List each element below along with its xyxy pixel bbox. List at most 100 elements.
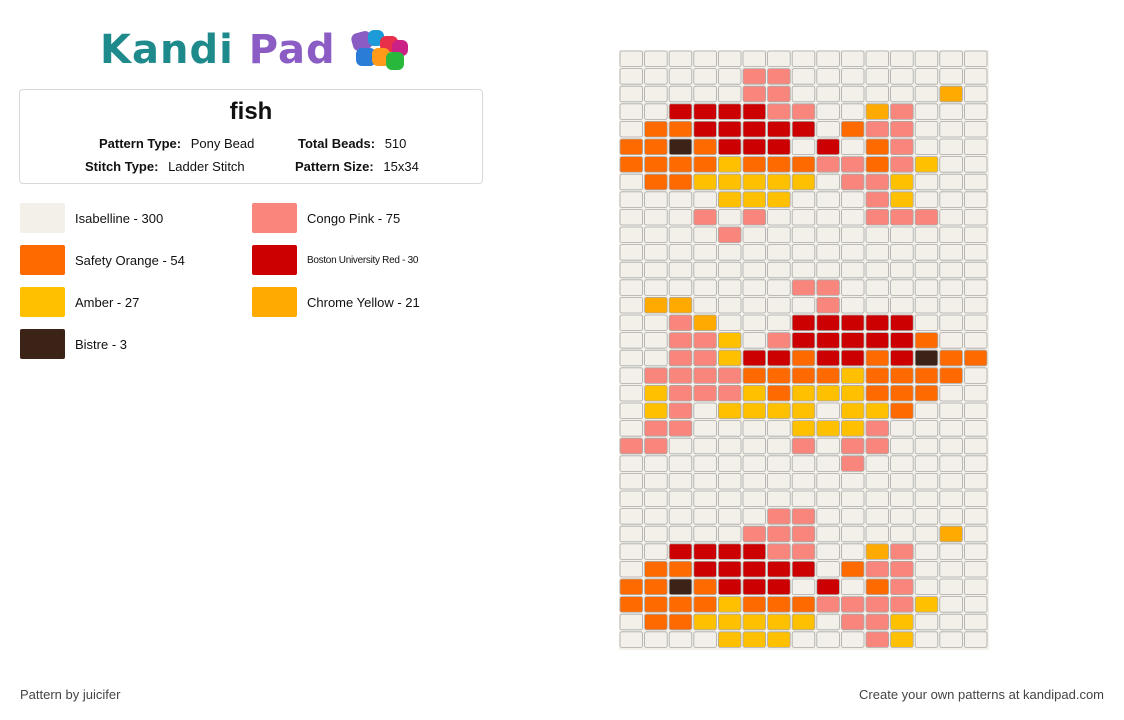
bead-cell: [914, 631, 939, 648]
bead-cell: [619, 613, 644, 631]
bead-cell: [742, 402, 767, 420]
bead-cell: [742, 596, 767, 613]
bead-cell: [816, 332, 840, 349]
bead-cell: [693, 490, 717, 508]
bead-cell: [963, 367, 988, 384]
bead-cell: [840, 261, 865, 279]
bead-cell: [865, 560, 890, 578]
bead-cell: [742, 349, 767, 367]
bead-cell: [718, 420, 742, 437]
bead-cell: [840, 349, 865, 367]
bead-cell: [742, 420, 767, 437]
bead-cell: [963, 279, 988, 296]
bead-cell: [693, 455, 717, 472]
bead-cell: [767, 332, 791, 349]
bead-cell: [865, 314, 890, 332]
bead-cell: [718, 631, 742, 648]
bead-cell: [742, 508, 767, 525]
bead-cell: [767, 367, 791, 384]
bead-cell: [890, 208, 914, 226]
bead-cell: [718, 279, 742, 296]
bead-cell: [816, 173, 840, 191]
bead-cell: [742, 226, 767, 244]
bead-cell: [963, 226, 988, 244]
bead-cell: [718, 596, 742, 613]
bead-cell: [742, 332, 767, 349]
bead-cell: [742, 455, 767, 472]
bead-cell: [718, 367, 742, 384]
bead-cell: [816, 208, 840, 226]
bead-cell: [693, 68, 717, 85]
bead-cell: [963, 244, 988, 261]
bead-cell: [816, 596, 840, 613]
bead-cell: [668, 596, 693, 613]
bead-cell: [693, 191, 717, 208]
legend-swatch: [20, 245, 65, 275]
legend-label: Isabelline - 300: [75, 210, 164, 226]
bead-cell: [668, 631, 693, 648]
bead-cell: [816, 384, 840, 402]
bead-cell: [644, 437, 668, 455]
bead-cell: [914, 173, 939, 191]
bead-cell: [816, 349, 840, 367]
bead-cell: [791, 543, 816, 560]
bead-cell: [914, 314, 939, 332]
bead-cell: [644, 208, 668, 226]
beads-logo-icon: [344, 26, 424, 74]
bead-cell: [963, 525, 988, 543]
bead-cell: [791, 103, 816, 120]
bead-cell: [668, 560, 693, 578]
bead-cell: [693, 560, 717, 578]
bead-cell: [914, 349, 939, 367]
bead-cell: [890, 631, 914, 648]
bead-cell: [767, 208, 791, 226]
bead-cell: [767, 596, 791, 613]
bead-cell: [668, 296, 693, 314]
bead-cell: [963, 490, 988, 508]
bead-cell: [914, 121, 939, 138]
bead-cell: [767, 631, 791, 648]
bead-cell: [619, 472, 644, 490]
bead-cell: [718, 455, 742, 472]
bead-cell: [963, 314, 988, 332]
bead-cell: [693, 332, 717, 349]
bead-cell: [767, 578, 791, 596]
bead-cell: [963, 191, 988, 208]
bead-cell: [718, 472, 742, 490]
bead-cell: [963, 402, 988, 420]
bead-cell: [742, 631, 767, 648]
bead-cell: [742, 314, 767, 332]
bead-cell: [890, 244, 914, 261]
legend-swatch: [20, 287, 65, 317]
bead-cell: [939, 173, 963, 191]
bead-cell: [890, 367, 914, 384]
bead-cell: [840, 296, 865, 314]
bead-cell: [816, 279, 840, 296]
bead-cell: [840, 525, 865, 543]
bead-cell: [840, 596, 865, 613]
bead-cell: [865, 191, 890, 208]
bead-cell: [693, 314, 717, 332]
bead-cell: [890, 191, 914, 208]
bead-cell: [767, 314, 791, 332]
bead-cell: [767, 191, 791, 208]
bead-cell: [840, 508, 865, 525]
bead-cell: [767, 121, 791, 138]
kandi-pad-logo[interactable]: Kandi Pad: [100, 26, 424, 74]
legend-label: Boston University Red - 30: [307, 254, 419, 266]
bead-cell: [619, 437, 644, 455]
bead-cell: [668, 437, 693, 455]
bead-cell: [742, 208, 767, 226]
legend-label: Safety Orange - 54: [75, 252, 185, 268]
bead-cell: [767, 543, 791, 560]
bead-cell: [668, 508, 693, 525]
bead-cell: [914, 279, 939, 296]
bead-cell: [767, 261, 791, 279]
bead-cell: [890, 173, 914, 191]
bead-cell: [718, 402, 742, 420]
kandipad-link[interactable]: Create your own patterns at kandipad.com: [859, 687, 1104, 702]
bead-cell: [644, 332, 668, 349]
total-beads-row: Total Beads: 510: [298, 136, 406, 151]
bead-cell: [668, 244, 693, 261]
legend-item: Safety Orange - 54: [20, 245, 185, 275]
